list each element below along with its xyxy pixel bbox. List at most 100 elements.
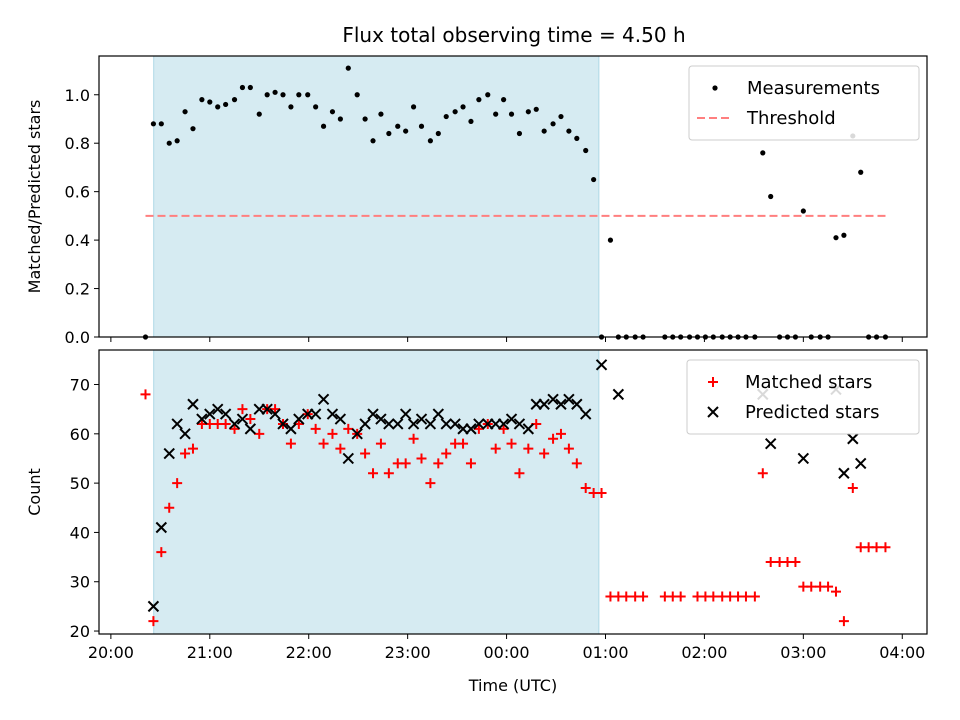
data-point bbox=[400, 458, 411, 469]
legend: Matched stars Predicted stars bbox=[686, 359, 920, 435]
data-point bbox=[399, 408, 412, 420]
data-point bbox=[215, 104, 221, 110]
data-point bbox=[566, 128, 572, 134]
legend-swatch bbox=[712, 85, 718, 91]
data-point bbox=[187, 443, 198, 454]
data-point bbox=[187, 398, 199, 410]
data-point bbox=[219, 408, 232, 420]
data-point bbox=[334, 413, 347, 425]
data-point bbox=[327, 428, 338, 439]
data-point bbox=[558, 113, 564, 120]
data-point bbox=[408, 433, 419, 444]
data-point bbox=[329, 109, 336, 115]
series-predicted-stars bbox=[147, 359, 867, 613]
y-tick-label: 70 bbox=[70, 376, 90, 395]
data-point bbox=[326, 408, 339, 420]
data-point bbox=[563, 443, 574, 454]
data-point bbox=[580, 483, 591, 494]
data-point bbox=[220, 418, 231, 429]
data-point bbox=[855, 457, 867, 470]
x-tick-label: 03:00 bbox=[780, 643, 826, 662]
data-point bbox=[182, 109, 188, 115]
shaded-interval bbox=[153, 55, 600, 338]
data-point bbox=[574, 135, 580, 141]
data-point bbox=[522, 423, 535, 435]
data-point bbox=[823, 581, 834, 592]
x-tick-label: 00:00 bbox=[484, 643, 530, 662]
data-point bbox=[174, 138, 180, 144]
data-point bbox=[871, 542, 882, 553]
data-point bbox=[514, 468, 525, 479]
data-point bbox=[473, 423, 484, 434]
x-tick-label: 02:00 bbox=[681, 643, 727, 662]
data-point bbox=[449, 418, 461, 430]
data-point bbox=[847, 483, 858, 494]
data-point bbox=[555, 398, 567, 410]
data-point bbox=[838, 467, 850, 479]
legend-label: Predicted stars bbox=[745, 402, 879, 423]
data-point bbox=[476, 97, 482, 103]
data-point bbox=[245, 414, 256, 425]
data-point bbox=[296, 92, 302, 98]
data-point bbox=[497, 418, 510, 430]
data-point bbox=[368, 468, 379, 479]
data-point bbox=[493, 111, 499, 117]
data-point bbox=[313, 104, 319, 110]
data-point bbox=[403, 128, 409, 134]
x-tick-label: 23:00 bbox=[385, 643, 431, 662]
data-point bbox=[858, 169, 864, 175]
data-point bbox=[345, 65, 351, 71]
data-point bbox=[239, 84, 246, 91]
data-point bbox=[362, 116, 368, 122]
y-tick-label: 50 bbox=[70, 474, 90, 493]
data-point bbox=[293, 413, 305, 425]
data-point bbox=[155, 521, 168, 534]
data-point bbox=[272, 89, 278, 95]
data-point bbox=[541, 128, 547, 134]
data-point bbox=[501, 97, 507, 103]
y-tick-label: 1.0 bbox=[65, 86, 90, 105]
data-point bbox=[212, 403, 224, 415]
data-point bbox=[407, 418, 420, 430]
x-tick-label: 04:00 bbox=[879, 643, 925, 662]
data-point bbox=[277, 418, 289, 430]
data-point bbox=[607, 237, 614, 243]
axes-frame bbox=[98, 55, 928, 338]
legend-box bbox=[688, 65, 920, 141]
data-point bbox=[465, 423, 477, 435]
data-point bbox=[171, 418, 183, 430]
data-point bbox=[140, 389, 151, 400]
data-point bbox=[538, 398, 550, 410]
data-point bbox=[172, 478, 183, 489]
data-point bbox=[254, 428, 265, 439]
data-point bbox=[764, 437, 777, 450]
y-tick-label: 0.6 bbox=[65, 183, 90, 202]
data-point bbox=[838, 616, 849, 627]
data-point bbox=[285, 423, 297, 435]
legend-label: Threshold bbox=[746, 108, 836, 129]
data-point bbox=[343, 423, 354, 434]
data-point bbox=[199, 97, 205, 103]
data-point bbox=[196, 413, 208, 425]
x-tick-label: 20:00 bbox=[88, 643, 134, 662]
data-point bbox=[415, 413, 428, 425]
x-axis-label: Time (UTC) bbox=[468, 676, 557, 695]
y-axis-label: Count bbox=[25, 468, 44, 516]
data-point bbox=[288, 104, 294, 110]
data-point bbox=[555, 428, 566, 439]
legend-box bbox=[686, 359, 920, 435]
data-point bbox=[317, 393, 330, 406]
data-point bbox=[280, 92, 286, 98]
data-point bbox=[354, 92, 360, 98]
y-tick-label: 30 bbox=[70, 573, 90, 592]
data-point bbox=[310, 423, 321, 434]
data-point bbox=[147, 600, 160, 613]
data-point bbox=[351, 428, 363, 440]
data-point bbox=[433, 458, 444, 469]
data-point bbox=[392, 418, 404, 430]
data-point bbox=[270, 404, 281, 415]
data-point bbox=[305, 92, 311, 98]
data-point bbox=[708, 591, 719, 602]
data-point bbox=[180, 448, 191, 459]
